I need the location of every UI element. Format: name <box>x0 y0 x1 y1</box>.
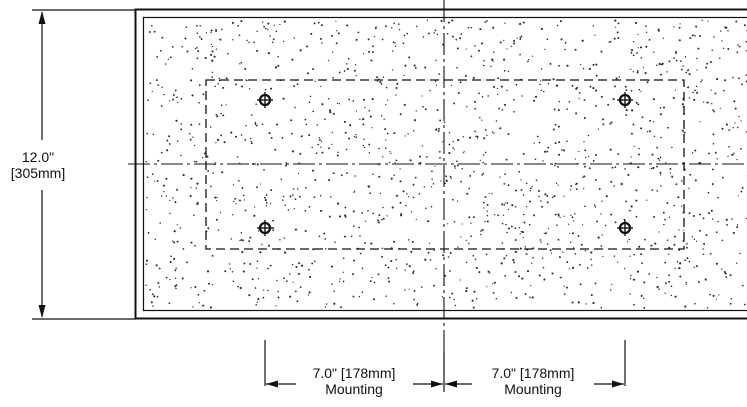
height-metric-text: [305mm] <box>10 165 66 181</box>
mounting-hole-bottom-left <box>257 220 273 236</box>
height-dimension-line <box>32 9 136 320</box>
right-spacing-caption: Mounting <box>504 381 562 397</box>
height-dimension-label: 12.0" [305mm] <box>2 149 74 181</box>
mounting-hole-top-left <box>257 92 273 108</box>
mounting-hole-bottom-right <box>617 220 633 236</box>
spacing-dimension-lines <box>264 340 626 392</box>
mounting-hole-top-right <box>617 92 633 108</box>
left-spacing-value: 7.0" [178mm] <box>312 365 396 381</box>
height-imperial-text: 12.0" <box>21 149 55 165</box>
right-spacing-value: 7.0" [178mm] <box>491 365 575 381</box>
left-spacing-label: 7.0" [178mm] Mounting <box>294 365 414 397</box>
left-spacing-caption: Mounting <box>325 381 383 397</box>
right-spacing-label: 7.0" [178mm] Mounting <box>473 365 593 397</box>
